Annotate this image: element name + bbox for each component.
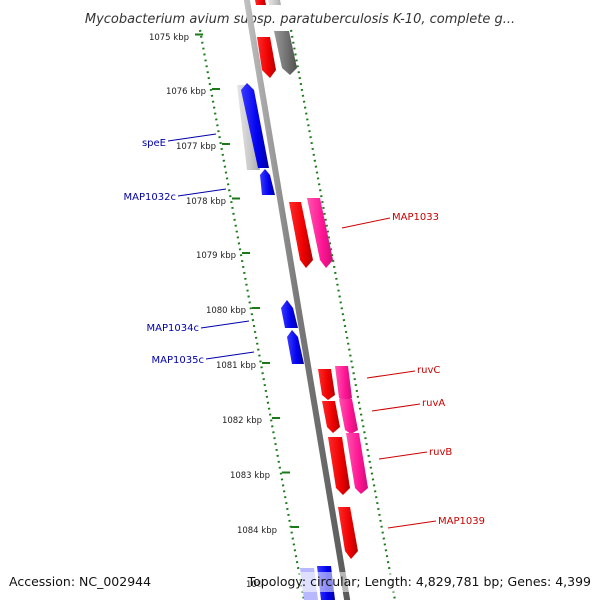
- ruler-tick-label: 1077 kbp: [176, 142, 216, 152]
- gene-MAP1032c[interactable]: [260, 169, 275, 195]
- topology-text: Topology: circular; Length: 4,829,781 bp…: [247, 574, 591, 589]
- gene-ruvC[interactable]: [318, 369, 335, 400]
- connector-speE: [167, 133, 217, 142]
- feature-darkgray-1[interactable]: [274, 31, 297, 75]
- gene-ruvA[interactable]: [322, 401, 340, 433]
- feature-red-1[interactable]: [257, 37, 276, 78]
- ruler-tick-label: 1084 kbp: [237, 526, 277, 536]
- footer-topology-bg: [258, 572, 596, 592]
- feature-red-top[interactable]: [255, 0, 266, 5]
- label-MAP1033[interactable]: MAP1033: [392, 212, 439, 223]
- connector-MAP1033: [341, 217, 391, 229]
- ruler-tick-label: 1075 kbp: [149, 33, 189, 43]
- label-ruvB[interactable]: ruvB: [429, 447, 452, 458]
- outer-dotted-track: [289, 29, 397, 600]
- gene-MAP1035c[interactable]: [287, 330, 304, 364]
- ruler-tick-label: 1081 kbp: [216, 361, 256, 371]
- gene-speE[interactable]: [241, 83, 269, 168]
- label-ruvC[interactable]: ruvC: [417, 365, 440, 376]
- ruler-dotted-track: [198, 29, 306, 600]
- cds-ruvB[interactable]: [346, 433, 368, 494]
- label-MAP1035c[interactable]: MAP1035c: [152, 355, 204, 366]
- connector-MAP1034c: [200, 320, 250, 329]
- feature-gray-top[interactable]: [268, 0, 281, 5]
- feature-labels: MAP1033 ruvC ruvA ruvB MAP1039 speE MAP1…: [124, 138, 485, 527]
- ruler-tick-label: 1076 kbp: [166, 87, 206, 97]
- label-MAP1032c[interactable]: MAP1032c: [124, 192, 176, 203]
- connector-ruvA: [371, 403, 421, 412]
- connector-MAP1035c: [205, 351, 255, 360]
- gene-MAP1039[interactable]: [338, 507, 358, 559]
- reverse-strand-features: [237, 83, 304, 364]
- label-speE[interactable]: speE: [142, 138, 166, 149]
- footer-accession-bg: [4, 572, 160, 592]
- ruler-tick-label: 1083 kbp: [230, 471, 270, 481]
- gene-MAP1034c[interactable]: [281, 300, 298, 328]
- ruler-ticks: 1075 kbp 1076 kbp 1077 kbp 1078 kbp 1079…: [149, 33, 299, 536]
- forward-strand-features: [255, 0, 368, 600]
- ruler-tick-label: 1082 kbp: [222, 416, 262, 426]
- map-title: Mycobacterium avium subsp. paratuberculo…: [85, 12, 515, 27]
- ruler-tick-label: 1078 kbp: [186, 197, 226, 207]
- connector-MAP1039: [387, 520, 437, 529]
- label-MAP1034c[interactable]: MAP1034c: [147, 323, 199, 334]
- ruler-tick-label-partial: 108: [246, 580, 262, 590]
- ruler-tick-label: 1080 kbp: [206, 306, 246, 316]
- cds-ruvC[interactable]: [335, 366, 352, 402]
- connector-ruvC: [366, 370, 416, 379]
- gene-ruvB[interactable]: [328, 437, 350, 495]
- label-connectors: [167, 133, 437, 529]
- connector-ruvB: [378, 451, 428, 460]
- label-MAP1039[interactable]: MAP1039: [438, 516, 485, 527]
- cds-ruvA[interactable]: [339, 399, 358, 434]
- connector-MAP1032c: [177, 188, 227, 197]
- label-ruvA[interactable]: ruvA: [422, 398, 445, 409]
- gene-MAP1033[interactable]: [289, 202, 313, 268]
- ruler-tick-label: 1079 kbp: [196, 251, 236, 261]
- genome-backbone: [243, 0, 351, 600]
- accession-text: Accession: NC_002944: [9, 574, 151, 589]
- footer: 108 Accession: NC_002944 Topology: circu…: [4, 572, 596, 592]
- cds-MAP1033[interactable]: [307, 198, 333, 268]
